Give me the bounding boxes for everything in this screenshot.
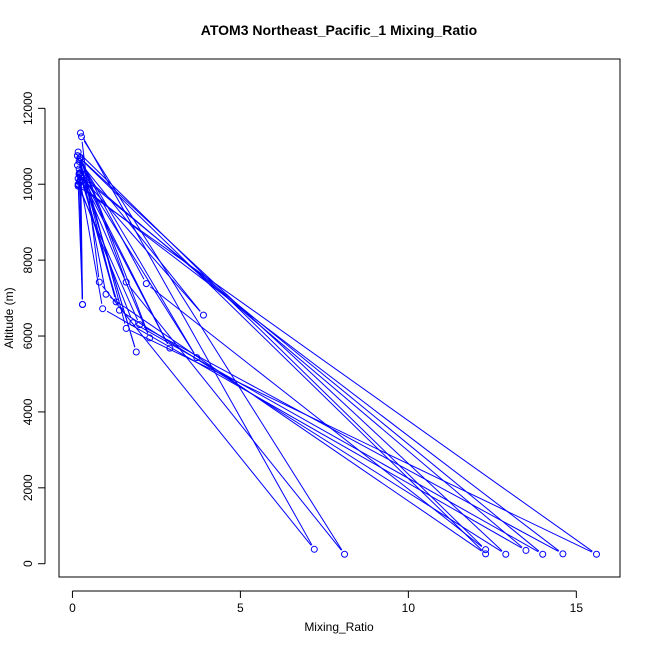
data-point	[592, 550, 600, 558]
x-tick-label: 5	[237, 601, 244, 615]
y-axis-label: Altitude (m)	[2, 287, 16, 348]
data-point	[166, 344, 174, 352]
series-segment	[82, 177, 169, 344]
data-point	[132, 348, 140, 356]
data-point	[75, 170, 83, 178]
series-segment	[80, 158, 483, 551]
series-segment	[79, 190, 139, 321]
data-point	[522, 546, 530, 554]
plot-frame	[58, 58, 621, 578]
y-tick-label: 8000	[21, 246, 35, 273]
data-marks	[73, 129, 600, 558]
series-segment	[130, 330, 593, 553]
series-segment	[84, 184, 149, 334]
data-point	[79, 301, 87, 309]
data-point	[502, 550, 510, 558]
data-point	[136, 321, 144, 329]
data-point	[76, 177, 84, 185]
series-segment	[78, 178, 83, 300]
series-segment	[80, 164, 116, 298]
series-segment	[83, 176, 195, 354]
data-point	[341, 550, 349, 558]
y-tick-label: 6000	[21, 322, 35, 349]
series-segment	[123, 312, 502, 552]
x-tick-label: 0	[69, 601, 76, 615]
data-point	[193, 354, 201, 362]
data-point	[115, 306, 123, 314]
data-point	[310, 545, 318, 553]
data-point	[146, 334, 154, 342]
data-point	[482, 546, 490, 554]
data-point	[102, 290, 110, 298]
data-point	[112, 298, 120, 306]
data-point	[122, 324, 130, 332]
series-segment	[84, 180, 201, 312]
series-segment	[137, 324, 539, 553]
series-segment	[109, 296, 482, 552]
data-point	[539, 550, 547, 558]
data-point	[73, 161, 81, 169]
y-tick-label: 0	[21, 560, 35, 567]
data-point	[142, 280, 150, 288]
y-tick-label: 10000	[21, 167, 35, 201]
series-segment	[82, 177, 540, 552]
data-point	[129, 319, 137, 327]
axes: 0 5 10 15 0 2000 4000 6000 8000 10000 12000	[21, 91, 583, 615]
data-point	[75, 165, 83, 173]
data-point	[76, 156, 84, 164]
series-segment	[80, 162, 106, 290]
series-segment	[81, 155, 483, 547]
series-segment	[79, 159, 195, 354]
data-point	[76, 176, 84, 184]
y-tick-label: 2000	[21, 474, 35, 501]
series-segment	[83, 160, 503, 552]
x-tick-label: 15	[570, 601, 584, 615]
data-point	[76, 129, 84, 137]
series-segment	[102, 285, 312, 546]
x-axis-label: Mixing_Ratio	[304, 620, 374, 634]
x-tick-label: 10	[402, 601, 416, 615]
y-tick-label: 12000	[21, 91, 35, 125]
series-segment	[143, 326, 559, 552]
series-segment	[106, 310, 522, 549]
series-segment	[79, 159, 145, 280]
data-point	[482, 550, 490, 558]
series-segment	[79, 179, 103, 304]
data-point	[95, 278, 103, 286]
chart-title: ATOM3 Northeast_Pacific_1 Mixing_Ratio	[201, 22, 477, 38]
series-segment	[83, 140, 343, 551]
series-segment	[149, 286, 483, 547]
series-segment	[79, 156, 125, 278]
series-segment	[81, 188, 593, 552]
data-point	[199, 311, 207, 319]
series-segment	[82, 186, 560, 552]
series-segment	[82, 137, 313, 546]
series-segment	[128, 285, 342, 551]
y-tick-label: 4000	[21, 398, 35, 425]
data-point	[559, 550, 567, 558]
data-point	[122, 278, 130, 286]
data-point	[78, 133, 86, 141]
series-segment	[81, 165, 201, 312]
data-point	[99, 305, 107, 313]
